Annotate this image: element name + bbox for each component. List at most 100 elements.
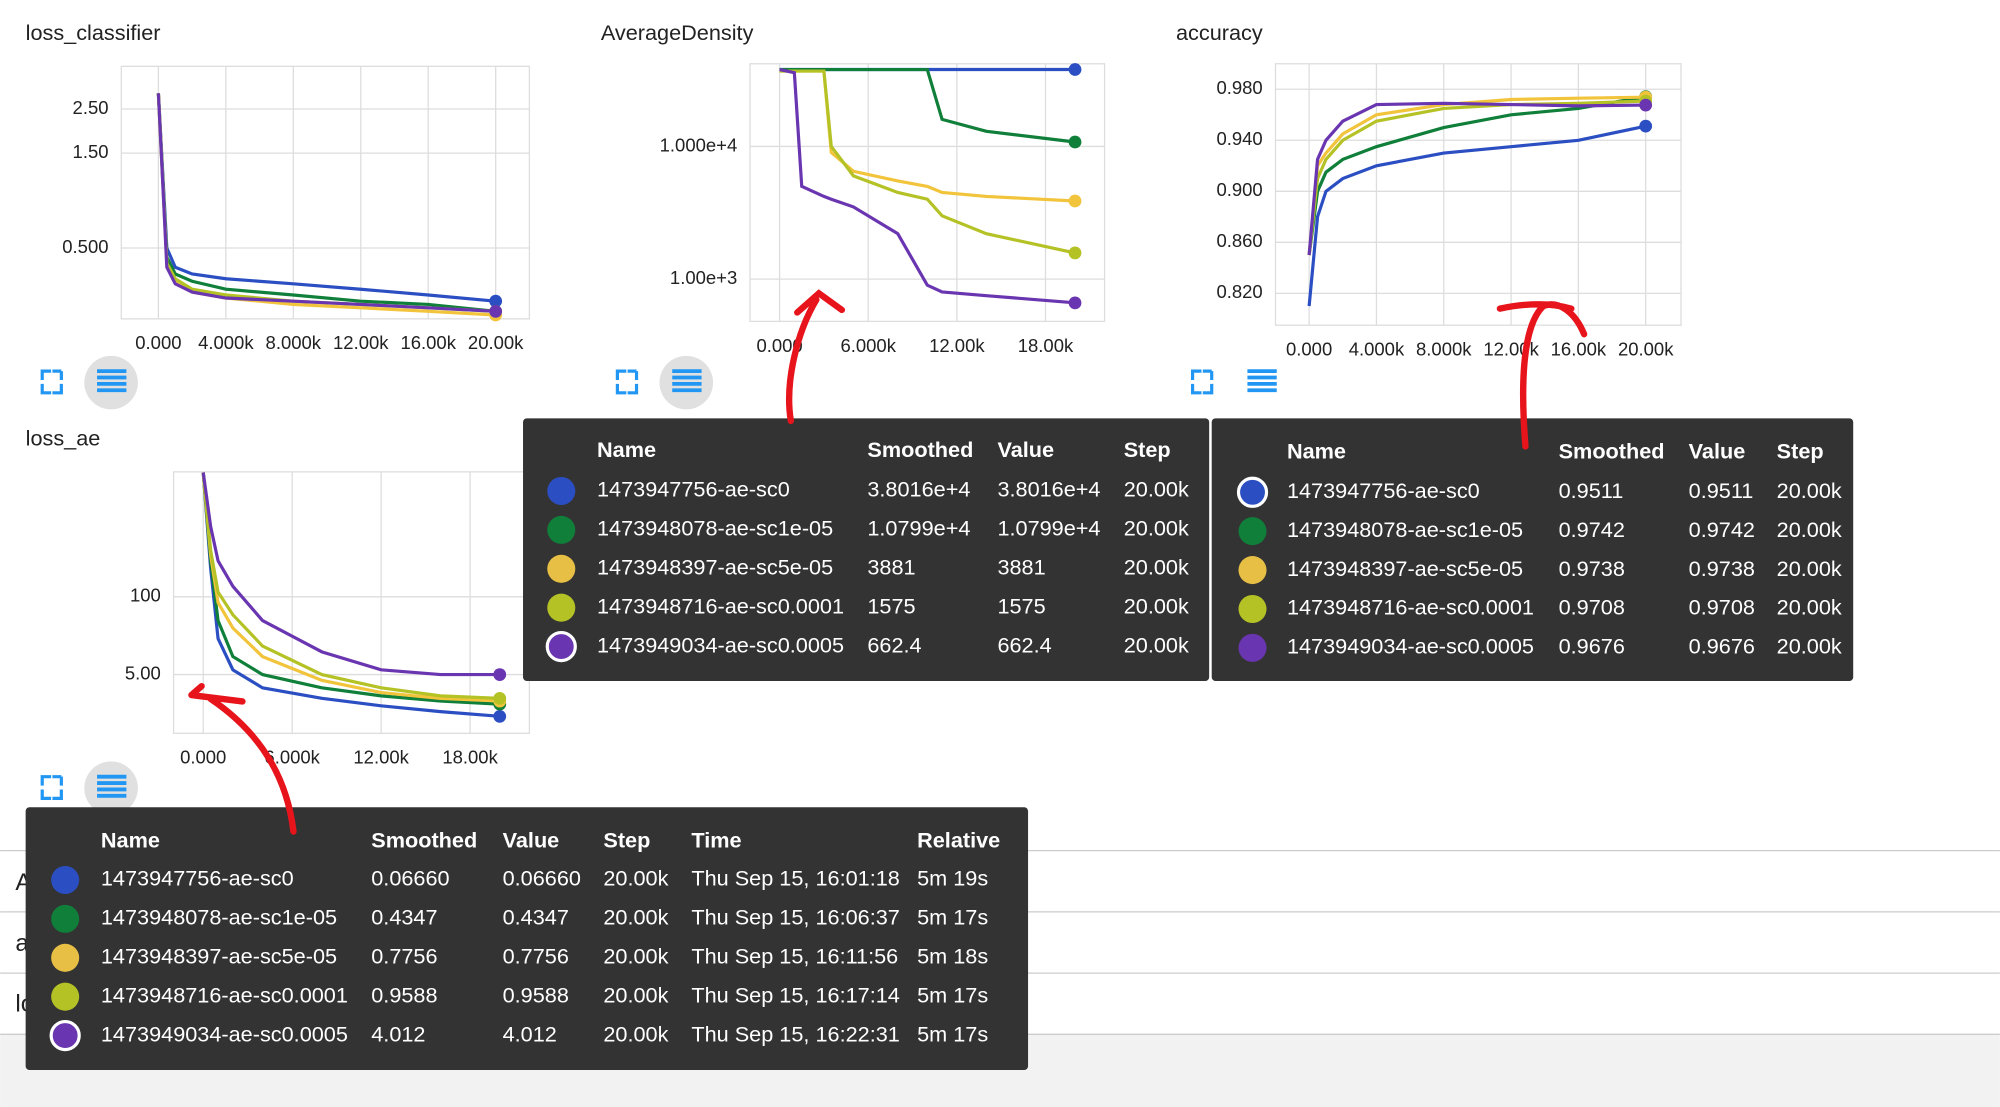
- end-point: [1639, 119, 1653, 133]
- column-header: Step: [1777, 438, 1824, 463]
- column-header: Value: [1689, 438, 1746, 463]
- toolbar-icons: [40, 355, 1277, 815]
- cell: 5m 17s: [917, 905, 988, 930]
- red-arrow: [786, 289, 846, 425]
- cell: 1575: [867, 593, 915, 618]
- plot-area: [172, 471, 531, 734]
- data-table-icon[interactable]: [1247, 369, 1277, 393]
- y-tick-label: 0.820: [1216, 281, 1262, 302]
- cell: 1473948716-ae-sc0.0001: [597, 593, 844, 618]
- cell: 20.00k: [1124, 593, 1189, 618]
- cell: Thu Sep 15, 16:22:31: [691, 1021, 899, 1046]
- cell: 0.7756: [371, 944, 437, 969]
- end-point: [1639, 98, 1653, 112]
- y-tick-label: 1.50: [73, 141, 109, 162]
- run-swatch: [51, 943, 80, 972]
- red-arrow: [188, 682, 297, 835]
- tooltip-bg: [523, 418, 1210, 682]
- cell: 20.00k: [1124, 516, 1189, 541]
- expand-icon[interactable]: [615, 369, 639, 395]
- cell: 1473948716-ae-sc0.0001: [1287, 595, 1534, 620]
- y-tick-label: 5.00: [125, 662, 161, 683]
- cell: 20.00k: [1777, 517, 1842, 542]
- cell: 0.9742: [1559, 517, 1625, 542]
- column-header: Smoothed: [1559, 438, 1665, 463]
- run-swatch: [547, 554, 576, 583]
- cell: 1473947756-ae-sc0: [101, 866, 294, 891]
- end-point: [493, 668, 507, 681]
- run-swatch: [547, 476, 576, 506]
- end-point: [493, 691, 507, 705]
- column-header: Step: [1124, 437, 1171, 462]
- y-tick-label: 0.940: [1216, 128, 1262, 149]
- x-tick-label: 8.000k: [266, 332, 322, 353]
- cell: Thu Sep 15, 16:06:37: [691, 905, 899, 930]
- plot-area: [120, 65, 531, 320]
- cell: 5m 18s: [917, 944, 988, 969]
- red-arrow: [1496, 301, 1588, 450]
- cell: 20.00k: [603, 866, 668, 891]
- cell: 20.00k: [1124, 632, 1189, 657]
- x-tick-label: 0.000: [180, 747, 226, 768]
- column-header: Name: [1287, 438, 1346, 463]
- x-tick-label: 12.00k: [333, 332, 389, 353]
- x-tick-label: 16.00k: [400, 332, 456, 353]
- x-tick-label: 0.000: [135, 332, 181, 353]
- cell: 20.00k: [1124, 477, 1189, 502]
- cell: 1473948397-ae-sc5e-05: [101, 944, 337, 969]
- tooltip-table: Name Smoothed Value Step 1473947756-ae-sc0 3.…: [523, 418, 1210, 682]
- cell: 1473948078-ae-sc1e-05: [101, 905, 337, 930]
- cell: 20.00k: [603, 905, 668, 930]
- column-header: Value: [997, 437, 1054, 462]
- run-swatch: [1236, 476, 1269, 508]
- cell: 1473947756-ae-sc0: [597, 477, 790, 502]
- data-table-icon[interactable]: [97, 369, 127, 393]
- data-table-icon[interactable]: [672, 369, 702, 393]
- chart-title: accuracy: [1176, 20, 1263, 45]
- run-swatch: [1238, 556, 1267, 585]
- cell: 1473949034-ae-sc0.0005: [597, 632, 844, 657]
- x-tick-label: 12.00k: [353, 747, 409, 768]
- x-tick-label: 18.00k: [442, 747, 498, 768]
- cell: 0.4347: [371, 905, 437, 930]
- end-point: [493, 709, 507, 723]
- cell: 5m 17s: [917, 1021, 988, 1046]
- cell: 662.4: [997, 632, 1051, 657]
- expand-icon[interactable]: [1190, 369, 1214, 395]
- series-line: [156, 93, 496, 303]
- expand-icon[interactable]: [40, 775, 63, 800]
- column-header: Name: [101, 827, 160, 852]
- x-tick-label: 18.00k: [1018, 335, 1074, 356]
- x-tick-label: 0.000: [1286, 339, 1332, 360]
- cell: 1473949034-ae-sc0.0005: [1287, 634, 1534, 659]
- cell: 0.7756: [503, 944, 569, 969]
- end-point: [489, 294, 503, 308]
- cell: Thu Sep 15, 16:17:14: [691, 982, 899, 1007]
- cell: 1473948078-ae-sc1e-05: [1287, 517, 1523, 542]
- run-swatch: [51, 904, 80, 933]
- cell: 1473948716-ae-sc0.0001: [101, 982, 348, 1007]
- cell: 0.9676: [1689, 634, 1755, 659]
- tooltip-table: Name Smoothed Value Step Time Relative 1473947…: [25, 807, 1029, 1071]
- cell: 20.00k: [1777, 556, 1842, 581]
- expand-icon[interactable]: [40, 369, 63, 395]
- series-line: [201, 472, 500, 677]
- cell: 20.00k: [603, 944, 668, 969]
- x-tick-label: 20.00k: [1618, 339, 1674, 360]
- cell: 0.9588: [503, 982, 569, 1007]
- cell: 1.0799e+4: [867, 516, 970, 541]
- cell: 3881: [867, 555, 915, 580]
- cell: 20.00k: [1777, 595, 1842, 620]
- series-line: [1307, 95, 1646, 256]
- chart: accuracy 0.000 4.000k 8.000k 12.00k 16.00k 20.…: [1176, 20, 1682, 360]
- run-swatch: [1238, 517, 1267, 546]
- cell: 20.00k: [1124, 555, 1189, 580]
- y-tick-label: 0.900: [1216, 179, 1262, 200]
- data-table-icon[interactable]: [97, 774, 127, 798]
- cell: 20.00k: [603, 982, 668, 1007]
- x-tick-label: 20.00k: [468, 332, 524, 353]
- cell: Thu Sep 15, 16:01:18: [691, 866, 899, 891]
- column-header: Relative: [917, 827, 1000, 852]
